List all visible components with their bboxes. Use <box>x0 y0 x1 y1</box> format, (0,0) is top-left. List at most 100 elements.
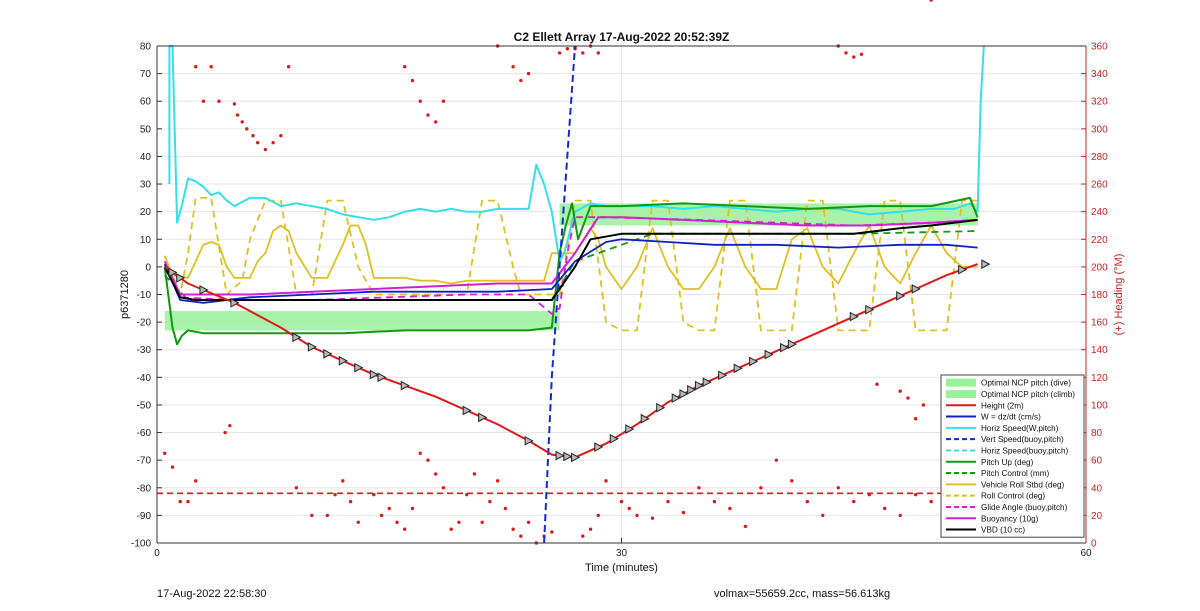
heading-point <box>441 486 446 490</box>
y-tick-label-left: 70 <box>140 69 152 80</box>
height-marker <box>400 380 410 391</box>
y-tick-label-right: 260 <box>1091 180 1108 191</box>
y-tick-label-left: 60 <box>140 97 152 108</box>
heading-point <box>604 479 608 483</box>
y-tick-label-left: 0 <box>145 262 151 273</box>
height-marker <box>958 264 968 275</box>
heading-point <box>511 65 515 69</box>
heading-point <box>457 520 461 524</box>
x-axis-label: Time (minutes) <box>585 562 658 574</box>
y-tick-label-left: -20 <box>137 318 152 329</box>
y-tick-label-left: 50 <box>140 124 152 135</box>
y-tick-label-left: -80 <box>137 483 152 494</box>
heading-point <box>240 120 244 124</box>
heading-point <box>929 0 933 2</box>
y-tick-label-right: 360 <box>1091 42 1108 53</box>
heading-point <box>619 499 624 504</box>
heading-point <box>217 99 221 103</box>
heading-point <box>372 492 376 497</box>
legend-swatch <box>946 378 976 387</box>
heading-point <box>325 513 330 518</box>
height-marker <box>749 356 759 367</box>
height-marker <box>656 402 666 413</box>
y-tick-label-left: -30 <box>137 345 152 356</box>
height-marker <box>338 355 348 366</box>
height-marker <box>671 393 681 403</box>
w-line <box>163 238 978 304</box>
height-marker <box>687 384 697 395</box>
heading-point <box>418 99 422 103</box>
y-tick-label-left: -70 <box>137 456 152 467</box>
heading-point <box>410 506 415 511</box>
legend-label: Pitch Up (deg) <box>981 458 1034 467</box>
height-marker <box>780 342 790 353</box>
y-tick-label-right: 280 <box>1091 152 1108 163</box>
heading-point <box>852 499 856 504</box>
heading-point <box>836 486 840 490</box>
heading-point <box>565 47 570 51</box>
y-tick-label-right: 240 <box>1091 207 1108 218</box>
heading-point <box>913 492 918 497</box>
y-tick-label-left: -10 <box>137 290 152 301</box>
height-marker <box>609 433 619 444</box>
y-tick-label-left: -40 <box>137 373 152 384</box>
y-tick-label-right: 140 <box>1091 345 1108 356</box>
heading-point <box>251 134 255 138</box>
heading-point <box>310 513 314 518</box>
height-marker <box>981 259 991 269</box>
y-tick-label-right: 120 <box>1091 373 1108 384</box>
heading-point <box>449 527 453 531</box>
y-tick-label-right: 180 <box>1091 290 1108 301</box>
heading-point <box>581 51 585 55</box>
height-marker <box>733 363 743 374</box>
legend-label: Horiz Speed(W,pitch) <box>981 424 1059 433</box>
heading-point <box>209 65 213 69</box>
vbd-line <box>163 218 978 301</box>
heading-point <box>186 499 190 504</box>
heading-point <box>666 499 670 504</box>
heading-point <box>627 506 631 511</box>
height-marker <box>377 372 387 383</box>
height-marker <box>625 424 635 434</box>
heading-point <box>852 55 856 59</box>
heading-point <box>434 120 438 124</box>
ncp-dive-band <box>164 311 560 331</box>
heading-point <box>650 516 655 520</box>
heading-point <box>294 486 299 490</box>
heading-point <box>341 479 345 483</box>
height-marker <box>679 389 689 399</box>
height-marker <box>640 413 650 424</box>
y-tick-label-right: 200 <box>1091 262 1108 273</box>
heading-point <box>395 520 399 524</box>
heading-point <box>526 520 531 524</box>
height-marker <box>307 342 317 352</box>
y-tick-label-left: 80 <box>140 42 152 53</box>
heading-point <box>906 396 910 400</box>
heading-point <box>581 534 585 538</box>
heading-point <box>228 423 232 428</box>
y-axis-label-right: (+) Heading (°M) <box>1113 254 1125 336</box>
y-tick-label-right: 100 <box>1091 400 1108 411</box>
y-tick-label-right: 320 <box>1091 97 1108 108</box>
heading-point <box>929 499 933 504</box>
height-marker <box>865 304 875 315</box>
heading-point <box>286 65 291 69</box>
heading-point <box>403 527 407 531</box>
pitch-up-line <box>163 196 979 346</box>
y-tick-label-left: 40 <box>140 152 152 163</box>
heading-point <box>178 499 182 504</box>
height-marker <box>462 405 472 416</box>
heading-point <box>426 113 430 117</box>
heading-point <box>859 52 864 56</box>
heading-point <box>163 451 167 455</box>
y-tick-label-right: 220 <box>1091 235 1108 246</box>
heading-point <box>488 499 492 504</box>
heading-point <box>697 486 701 490</box>
legend-label: Optimal NCP pitch (dive) <box>981 379 1071 388</box>
heading-point <box>263 147 268 152</box>
heading-point <box>557 51 562 55</box>
heading-point <box>790 479 794 483</box>
heading-point <box>774 458 779 462</box>
height-marker <box>323 349 333 359</box>
